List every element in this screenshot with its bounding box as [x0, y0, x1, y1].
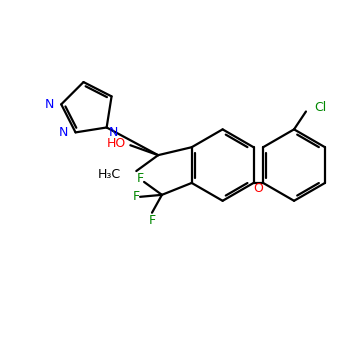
Text: N: N	[45, 98, 54, 111]
Text: F: F	[136, 173, 144, 186]
Text: F: F	[133, 190, 140, 203]
Text: N: N	[108, 126, 118, 139]
Text: HO: HO	[107, 137, 126, 150]
Text: F: F	[148, 214, 155, 227]
Text: Cl: Cl	[314, 101, 326, 114]
Text: N: N	[59, 126, 69, 139]
Text: H₃C: H₃C	[97, 168, 120, 181]
Text: O: O	[253, 182, 263, 195]
